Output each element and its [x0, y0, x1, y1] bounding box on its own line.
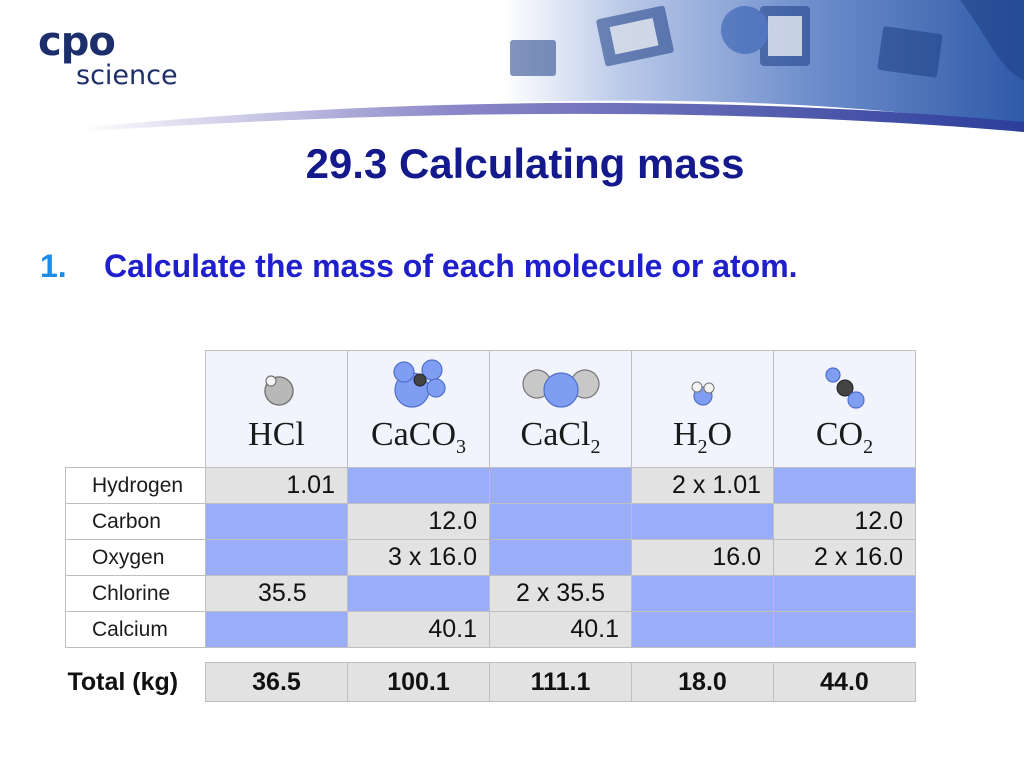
table-row: Carbon 12.0 12.0 — [65, 503, 916, 540]
cell-hydrogen-cacl2 — [489, 467, 632, 504]
slide-title: 29.3 Calculating mass — [305, 140, 745, 187]
header-banner — [80, 0, 1024, 132]
total-hcl: 36.5 — [205, 662, 348, 702]
header-co2: CO2 — [773, 350, 916, 468]
formula-caco3: CaCO3 — [371, 416, 466, 458]
table-spacer — [65, 647, 916, 663]
cell-carbon-co2: 12.0 — [773, 503, 916, 540]
cell-oxygen-hcl — [205, 539, 348, 576]
cell-calcium-caco3: 40.1 — [347, 611, 490, 648]
table-row: Calcium 40.1 40.1 — [65, 611, 916, 648]
co2-molecule-icon — [824, 367, 865, 409]
cell-hydrogen-caco3 — [347, 467, 490, 504]
cell-calcium-h2o — [631, 611, 774, 648]
cell-carbon-caco3: 12.0 — [347, 503, 490, 540]
row-label-oxygen: Oxygen — [65, 539, 206, 576]
formula-co2: CO2 — [815, 416, 874, 458]
cell-chlorine-hcl: 35.5 — [205, 575, 348, 612]
formula-cacl2: CaCl2 — [520, 416, 601, 458]
table-row: Hydrogen 1.01 2 x 1.01 — [65, 467, 916, 504]
total-row: Total (kg) 36.5 100.1 111.1 18.0 44.0 — [66, 662, 916, 702]
table-corner — [65, 350, 206, 468]
cell-hydrogen-co2 — [773, 467, 916, 504]
header-cacl2: CaCl2 — [489, 350, 632, 468]
cell-carbon-hcl — [205, 503, 348, 540]
question: 1. Calculate the mass of each molecule or… — [40, 248, 798, 285]
cell-chlorine-cacl2: 2 x 35.5 — [489, 575, 632, 612]
cell-oxygen-h2o: 16.0 — [631, 539, 774, 576]
cell-carbon-cacl2 — [489, 503, 632, 540]
total-h2o: 18.0 — [631, 662, 774, 702]
row-label-chlorine: Chlorine — [65, 575, 206, 612]
cacl2-molecule-icon — [521, 369, 600, 408]
header-caco3: CaCO3 — [347, 350, 490, 468]
logo-cpo-text: cpo — [38, 19, 116, 65]
header-hcl: HCl — [205, 350, 348, 468]
cell-calcium-co2 — [773, 611, 916, 648]
cell-oxygen-caco3: 3 x 16.0 — [347, 539, 490, 576]
formula-h2o: H2O — [672, 416, 733, 458]
total-caco3: 100.1 — [347, 662, 490, 702]
row-label-calcium: Calcium — [65, 611, 206, 648]
total-co2: 44.0 — [773, 662, 916, 702]
header-h2o: H2O — [631, 350, 774, 468]
formula-hcl: HCl — [248, 416, 305, 454]
question-number: 1. — [40, 248, 67, 284]
cell-hydrogen-h2o: 2 x 1.01 — [631, 467, 774, 504]
cell-calcium-hcl — [205, 611, 348, 648]
table-row: Chlorine 35.5 2 x 35.5 — [65, 575, 916, 612]
row-label-hydrogen: Hydrogen — [65, 467, 206, 504]
cell-hydrogen-hcl: 1.01 — [205, 467, 348, 504]
cell-carbon-h2o — [631, 503, 774, 540]
total-label: Total (kg) — [67, 667, 179, 696]
cell-chlorine-h2o — [631, 575, 774, 612]
cell-chlorine-caco3 — [347, 575, 490, 612]
question-text: Calculate the mass of each molecule or a… — [104, 248, 798, 284]
caco3-molecule-icon — [392, 359, 446, 408]
cpo-science-logo: cpo science — [38, 22, 178, 90]
hcl-molecule-icon — [263, 375, 294, 406]
cell-oxygen-co2: 2 x 16.0 — [773, 539, 916, 576]
cell-oxygen-cacl2 — [489, 539, 632, 576]
header-row: HCl CaCO3 CaCl2 — [65, 350, 916, 468]
row-label-carbon: Carbon — [65, 503, 206, 540]
h2o-molecule-icon — [691, 381, 714, 406]
cell-calcium-cacl2: 40.1 — [489, 611, 632, 648]
logo-science-text: science — [76, 60, 178, 91]
total-cacl2: 111.1 — [489, 662, 632, 702]
mass-table: HCl CaCO3 CaCl2 — [65, 350, 916, 702]
cell-chlorine-co2 — [773, 575, 916, 612]
table-row: Oxygen 3 x 16.0 16.0 2 x 16.0 — [65, 539, 916, 576]
